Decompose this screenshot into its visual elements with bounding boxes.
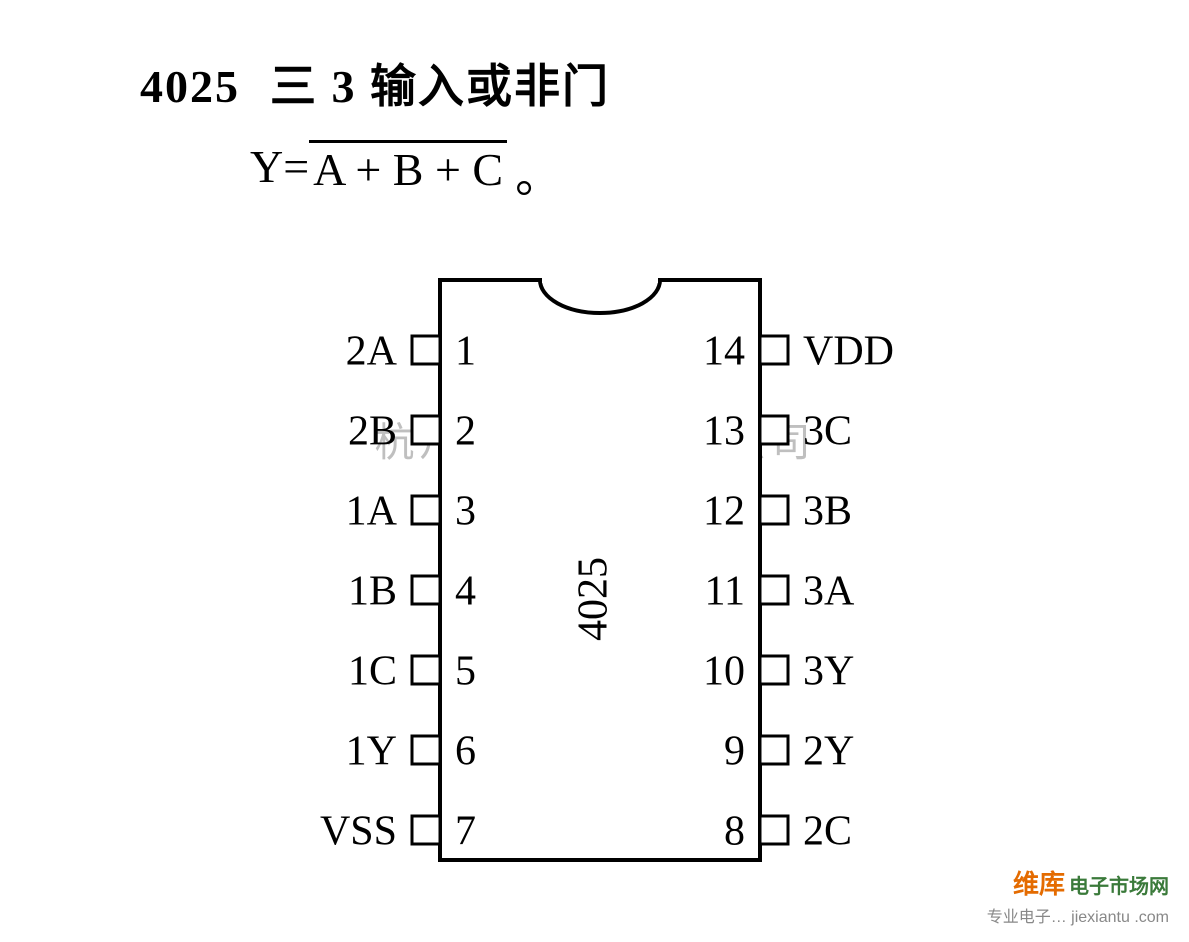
svg-text:12: 12 — [703, 489, 745, 535]
watermark-brand: 维库 — [1013, 869, 1065, 899]
svg-text:3C: 3C — [803, 409, 852, 455]
svg-text:3: 3 — [455, 489, 476, 535]
formula-rhs-overlined: A + B + C — [309, 140, 507, 196]
svg-text:7: 7 — [455, 809, 476, 855]
svg-text:1Y: 1Y — [346, 729, 397, 775]
svg-text:13: 13 — [703, 409, 745, 455]
svg-text:11: 11 — [705, 569, 745, 615]
svg-text:1A: 1A — [346, 489, 398, 535]
formula-punct: 。 — [515, 140, 561, 206]
page-root: 4025三 3 输入或非门 Y=A + B + C。 杭州将睿科技有限公司 12… — [0, 0, 1189, 942]
svg-text:1C: 1C — [348, 649, 397, 695]
watermark-brand-line: 维库电子市场网 — [987, 864, 1169, 901]
svg-text:1: 1 — [455, 329, 476, 375]
part-number: 4025 — [140, 61, 240, 112]
svg-text:5: 5 — [455, 649, 476, 695]
svg-text:4: 4 — [455, 569, 476, 615]
svg-text:2C: 2C — [803, 809, 852, 855]
svg-text:2B: 2B — [348, 409, 397, 455]
svg-text:2Y: 2Y — [803, 729, 854, 775]
svg-text:VDD: VDD — [803, 329, 894, 375]
svg-text:2A: 2A — [346, 329, 398, 375]
svg-text:8: 8 — [724, 809, 745, 855]
svg-text:1B: 1B — [348, 569, 397, 615]
svg-text:10: 10 — [703, 649, 745, 695]
title-line: 4025 三 3 输入或非门 — [140, 50, 610, 116]
formula-lhs: Y= — [250, 140, 309, 193]
watermark-subline: 专业电子… jiexiantu .com — [987, 903, 1169, 927]
logic-formula: Y=A + B + C。 — [250, 140, 561, 206]
title-description: 三 3 输入或非门 — [270, 61, 610, 112]
chip-svg: 1 2A 2 2B 3 1A 4 1B 5 1C 6 1Y 7 VSS 14 VDD 13 3C 12 3B 11 3A 1… — [180, 260, 1000, 880]
chip-diagram: 1 2A 2 2B 3 1A 4 1B 5 1C 6 1Y 7 VSS 14 VDD 13 3C 12 3B 11 3A 1… — [180, 260, 1000, 880]
svg-text:9: 9 — [724, 729, 745, 775]
watermark-corner: 维库电子市场网 专业电子… jiexiantu .com — [987, 864, 1169, 927]
svg-text:3Y: 3Y — [803, 649, 854, 695]
svg-text:14: 14 — [703, 329, 745, 375]
svg-text:3B: 3B — [803, 489, 852, 535]
svg-text:4025: 4025 — [570, 557, 616, 641]
svg-text:6: 6 — [455, 729, 476, 775]
watermark-brand-suffix: 电子市场网 — [1069, 876, 1169, 898]
svg-text:2: 2 — [455, 409, 476, 455]
svg-text:3A: 3A — [803, 569, 855, 615]
svg-text:VSS: VSS — [320, 809, 397, 855]
